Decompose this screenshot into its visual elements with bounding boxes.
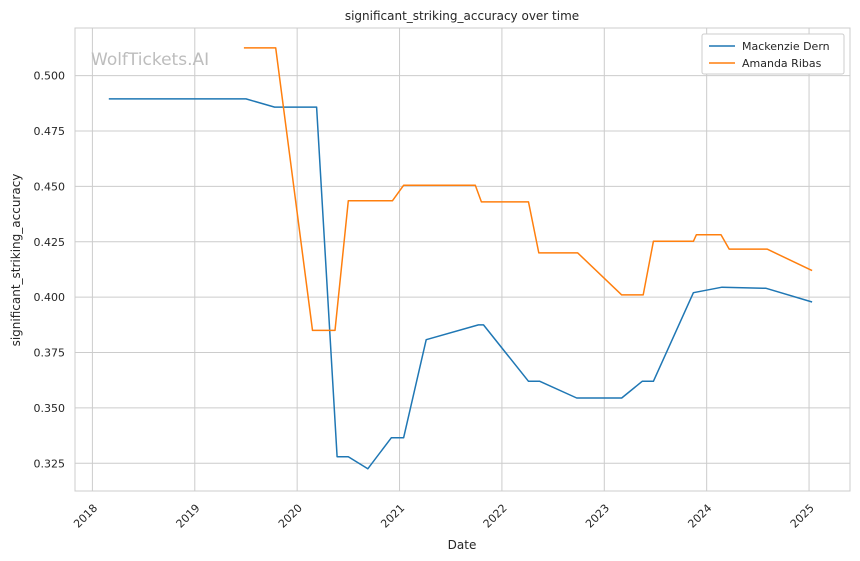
y-tick-label: 0.450 (34, 180, 66, 193)
series-line-mackenzie-dern (108, 98, 813, 470)
y-tick-label: 0.425 (34, 236, 66, 249)
legend-box (701, 33, 845, 75)
series-layer (108, 47, 813, 470)
legend-label-mackenzie-dern: Mackenzie Dern (742, 40, 830, 53)
y-tick-label: 0.500 (34, 70, 66, 83)
y-axis-title: significant_striking_accuracy (9, 174, 23, 347)
legend-label-amanda-ribas: Amanda Ribas (742, 57, 822, 70)
y-tick-labels: 0.325 0.350 0.375 0.400 0.425 0.450 0.475 0.500 (34, 70, 66, 471)
plot-frame (74, 27, 851, 492)
y-tick-label: 0.400 (34, 291, 66, 304)
x-axis-title: Date (448, 538, 477, 552)
y-tick-label: 0.350 (34, 402, 66, 415)
y-tick-label: 0.375 (34, 347, 66, 360)
watermark: WolfTickets.AI (91, 50, 209, 70)
y-tick-label: 0.475 (34, 125, 66, 138)
series-line-amanda-ribas (243, 47, 813, 332)
grid (75, 28, 850, 491)
legend: Mackenzie Dern Amanda Ribas (701, 33, 845, 75)
chart-title: significant_striking_accuracy over time (345, 9, 579, 23)
y-tick-label: 0.325 (34, 457, 66, 470)
